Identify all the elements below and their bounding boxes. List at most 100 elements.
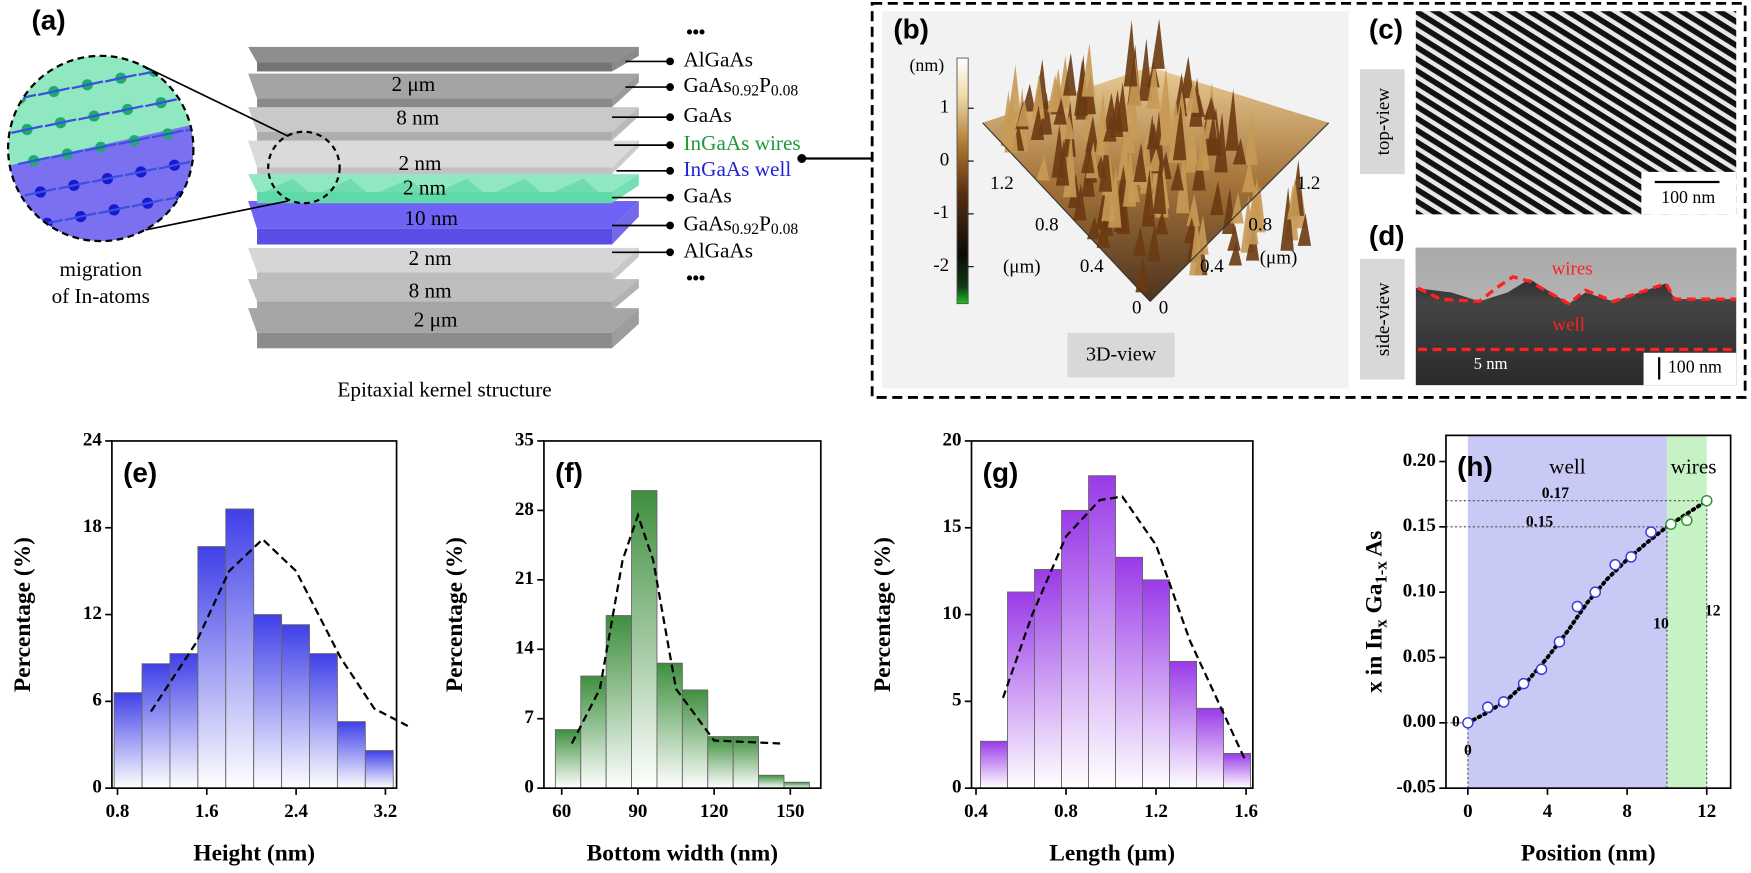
layer-label: AlGaAs — [683, 238, 752, 262]
view-badge — [1360, 69, 1405, 175]
layer-front — [257, 62, 613, 72]
x-tick-label: 1.2 — [1144, 801, 1168, 822]
layer-top — [248, 140, 639, 168]
bar — [605, 615, 633, 789]
layer-label: GaAs — [683, 183, 731, 207]
bar — [281, 624, 310, 789]
well-label: well — [1552, 314, 1585, 335]
connector-dot — [797, 154, 807, 163]
panel-label: (d) — [1369, 220, 1405, 251]
y-tick-label: 35 — [515, 429, 534, 450]
layer-label-part: GaAs — [683, 103, 731, 127]
layer-top — [248, 46, 639, 63]
atom-track — [58, 180, 90, 190]
atom-track — [125, 167, 157, 177]
atom-track — [171, 60, 194, 70]
surface-spike — [1228, 241, 1242, 266]
surface-spike — [1184, 114, 1199, 173]
axis-edge — [982, 122, 1151, 302]
panel-frame — [870, 1, 1747, 399]
x-tick-label: 60 — [552, 801, 571, 822]
atom-track — [118, 136, 151, 146]
surface-spike — [1103, 115, 1117, 142]
y-tick-label: 0.15 — [1403, 515, 1436, 536]
point — [1517, 677, 1530, 690]
surface-spike — [1244, 114, 1258, 165]
region — [1666, 435, 1707, 789]
surface-spike — [1031, 74, 1045, 119]
leader-dot — [666, 113, 674, 122]
surface-spike — [1081, 140, 1095, 174]
atom-track — [78, 111, 110, 121]
surface-spike — [1030, 105, 1045, 140]
surface-spike — [1287, 179, 1301, 220]
atom-track — [11, 125, 43, 134]
y-tick-label: 0 — [952, 777, 961, 798]
guide-label: 0 — [1464, 742, 1472, 759]
surface-spike — [1241, 159, 1256, 193]
y-tick-label: 0.05 — [1403, 646, 1436, 667]
x-tick-label: 0.8 — [1035, 214, 1059, 235]
surface-spike — [1159, 97, 1173, 146]
zoom-line — [145, 200, 289, 231]
atom-track — [192, 154, 194, 163]
region-label: wires — [1671, 455, 1717, 479]
layer-front — [257, 167, 613, 175]
guide-label: 0 — [1452, 713, 1460, 730]
surface-spike — [1175, 150, 1190, 214]
point — [1589, 586, 1602, 598]
atom-track — [165, 30, 196, 37]
wire-facet — [495, 178, 541, 193]
atom — [41, 55, 53, 66]
y-tick-label: 15 — [942, 516, 961, 537]
point — [1482, 701, 1494, 713]
surface-spike — [1172, 103, 1187, 161]
point — [1571, 600, 1584, 613]
thickness-label: 8 nm — [396, 105, 440, 129]
surface-spike — [1148, 148, 1162, 172]
leader-dot — [666, 193, 674, 202]
y-tick-label: 0 — [92, 777, 101, 798]
layer-side — [612, 279, 639, 311]
panel-label: (a) — [32, 5, 66, 36]
atom — [8, 61, 20, 73]
surface-spike — [1116, 133, 1131, 181]
bar — [1142, 579, 1171, 789]
atom — [209, 184, 220, 195]
atom — [109, 41, 120, 52]
atom — [182, 59, 194, 71]
x-axis-label: Height (nm) — [193, 841, 315, 867]
point — [1535, 663, 1548, 676]
scale-label: 100 nm — [1668, 356, 1722, 376]
y-tick-label: 18 — [83, 516, 102, 537]
atom-track — [132, 37, 163, 44]
guide-label: 0.15 — [1526, 514, 1554, 531]
y-tick-label: 7 — [524, 707, 534, 728]
y-tick-label: 6 — [92, 690, 101, 711]
surface-spike — [1051, 124, 1066, 178]
atom-track — [151, 129, 184, 139]
wires-label: wires — [1552, 259, 1593, 280]
bar — [309, 653, 338, 789]
layer-label: InGaAs wires — [683, 131, 800, 155]
point — [1462, 717, 1474, 729]
layer-top — [248, 200, 639, 229]
x-tick-label: 4 — [1543, 801, 1553, 822]
scale-box — [1641, 171, 1737, 215]
leader-dot — [666, 57, 674, 66]
bar — [336, 721, 366, 789]
surface-spike — [1185, 79, 1200, 113]
bar — [707, 736, 734, 789]
bar — [1007, 591, 1035, 789]
wire-outline — [1417, 275, 1737, 306]
surface-spike — [1146, 122, 1160, 150]
bar — [1061, 509, 1089, 789]
x-tick-label: 120 — [700, 801, 728, 822]
point — [1609, 558, 1621, 571]
y-tick-label: 0.10 — [1403, 581, 1436, 602]
y-tick-label: 0.4 — [1200, 256, 1224, 277]
panel-label: (h) — [1457, 451, 1493, 482]
surface-spike — [1225, 88, 1239, 151]
layer-label-part: AlGaAs — [683, 238, 752, 262]
surface-spike — [1061, 115, 1075, 140]
